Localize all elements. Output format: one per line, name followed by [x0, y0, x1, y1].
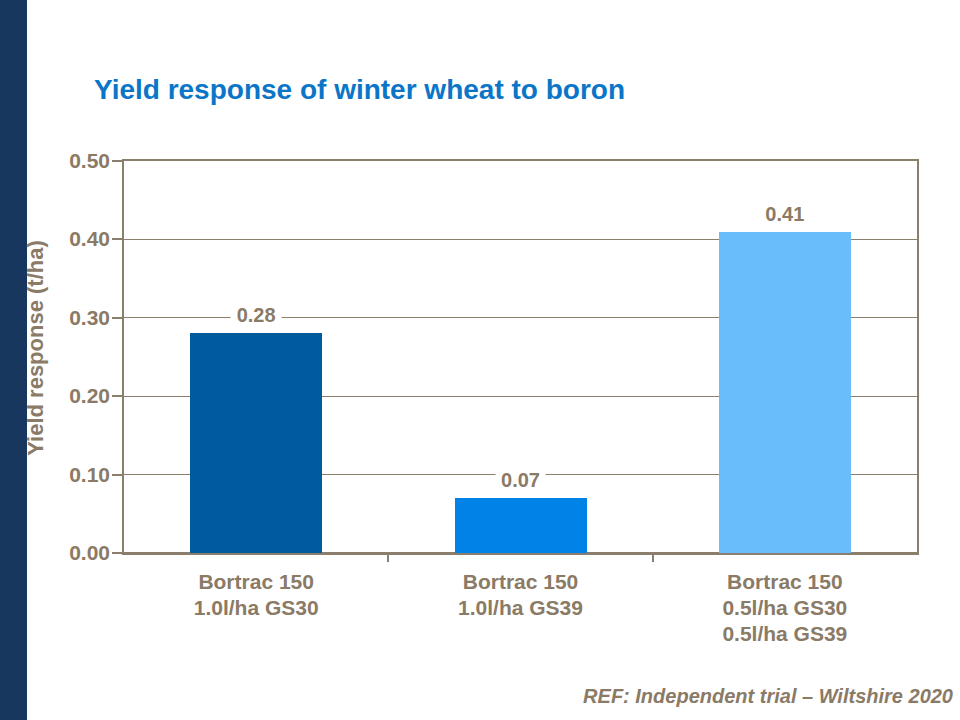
- x-category-label-line: Bortrac 150: [381, 569, 661, 595]
- bar: [455, 498, 587, 553]
- bar-value-label: 0.07: [495, 468, 546, 493]
- bar: [190, 333, 322, 553]
- y-axis-tick: [112, 238, 122, 240]
- x-category-label: Bortrac 1501.0l/ha GS30: [116, 569, 396, 621]
- y-axis-tick: [112, 552, 122, 554]
- x-axis-tick: [387, 555, 389, 562]
- x-axis-tick: [652, 555, 654, 562]
- chart-title: Yield response of winter wheat to boron: [94, 74, 625, 106]
- y-axis-tick: [112, 395, 122, 397]
- x-category-label-line: 0.5l/ha GS39: [645, 621, 925, 647]
- y-axis-tick: [112, 317, 122, 319]
- y-tick-label: 0.50: [35, 149, 110, 173]
- y-tick-label: 0.30: [35, 306, 110, 330]
- footer-reference: REF: Independent trial – Wiltshire 2020: [583, 685, 953, 708]
- y-axis-tick: [112, 474, 122, 476]
- bar-value-label: 0.28: [231, 303, 282, 328]
- y-tick-label: 0.00: [35, 541, 110, 565]
- bar-value-label: 0.41: [759, 201, 810, 226]
- x-category-label-line: Bortrac 150: [116, 569, 396, 595]
- slide: Yield response of winter wheat to boron …: [0, 0, 960, 720]
- y-axis-tick: [112, 160, 122, 162]
- x-category-label: Bortrac 1500.5l/ha GS300.5l/ha GS39: [645, 569, 925, 647]
- y-tick-label: 0.20: [35, 384, 110, 408]
- y-tick-label: 0.10: [35, 463, 110, 487]
- x-category-label-line: 1.0l/ha GS39: [381, 595, 661, 621]
- x-category-label: Bortrac 1501.0l/ha GS39: [381, 569, 661, 621]
- y-axis-title: Yield response (t/ha): [23, 240, 49, 456]
- y-tick-label: 0.40: [35, 227, 110, 251]
- x-category-label-line: 0.5l/ha GS30: [645, 595, 925, 621]
- bar: [719, 232, 851, 553]
- x-category-label-line: Bortrac 150: [645, 569, 925, 595]
- x-category-label-line: 1.0l/ha GS30: [116, 595, 396, 621]
